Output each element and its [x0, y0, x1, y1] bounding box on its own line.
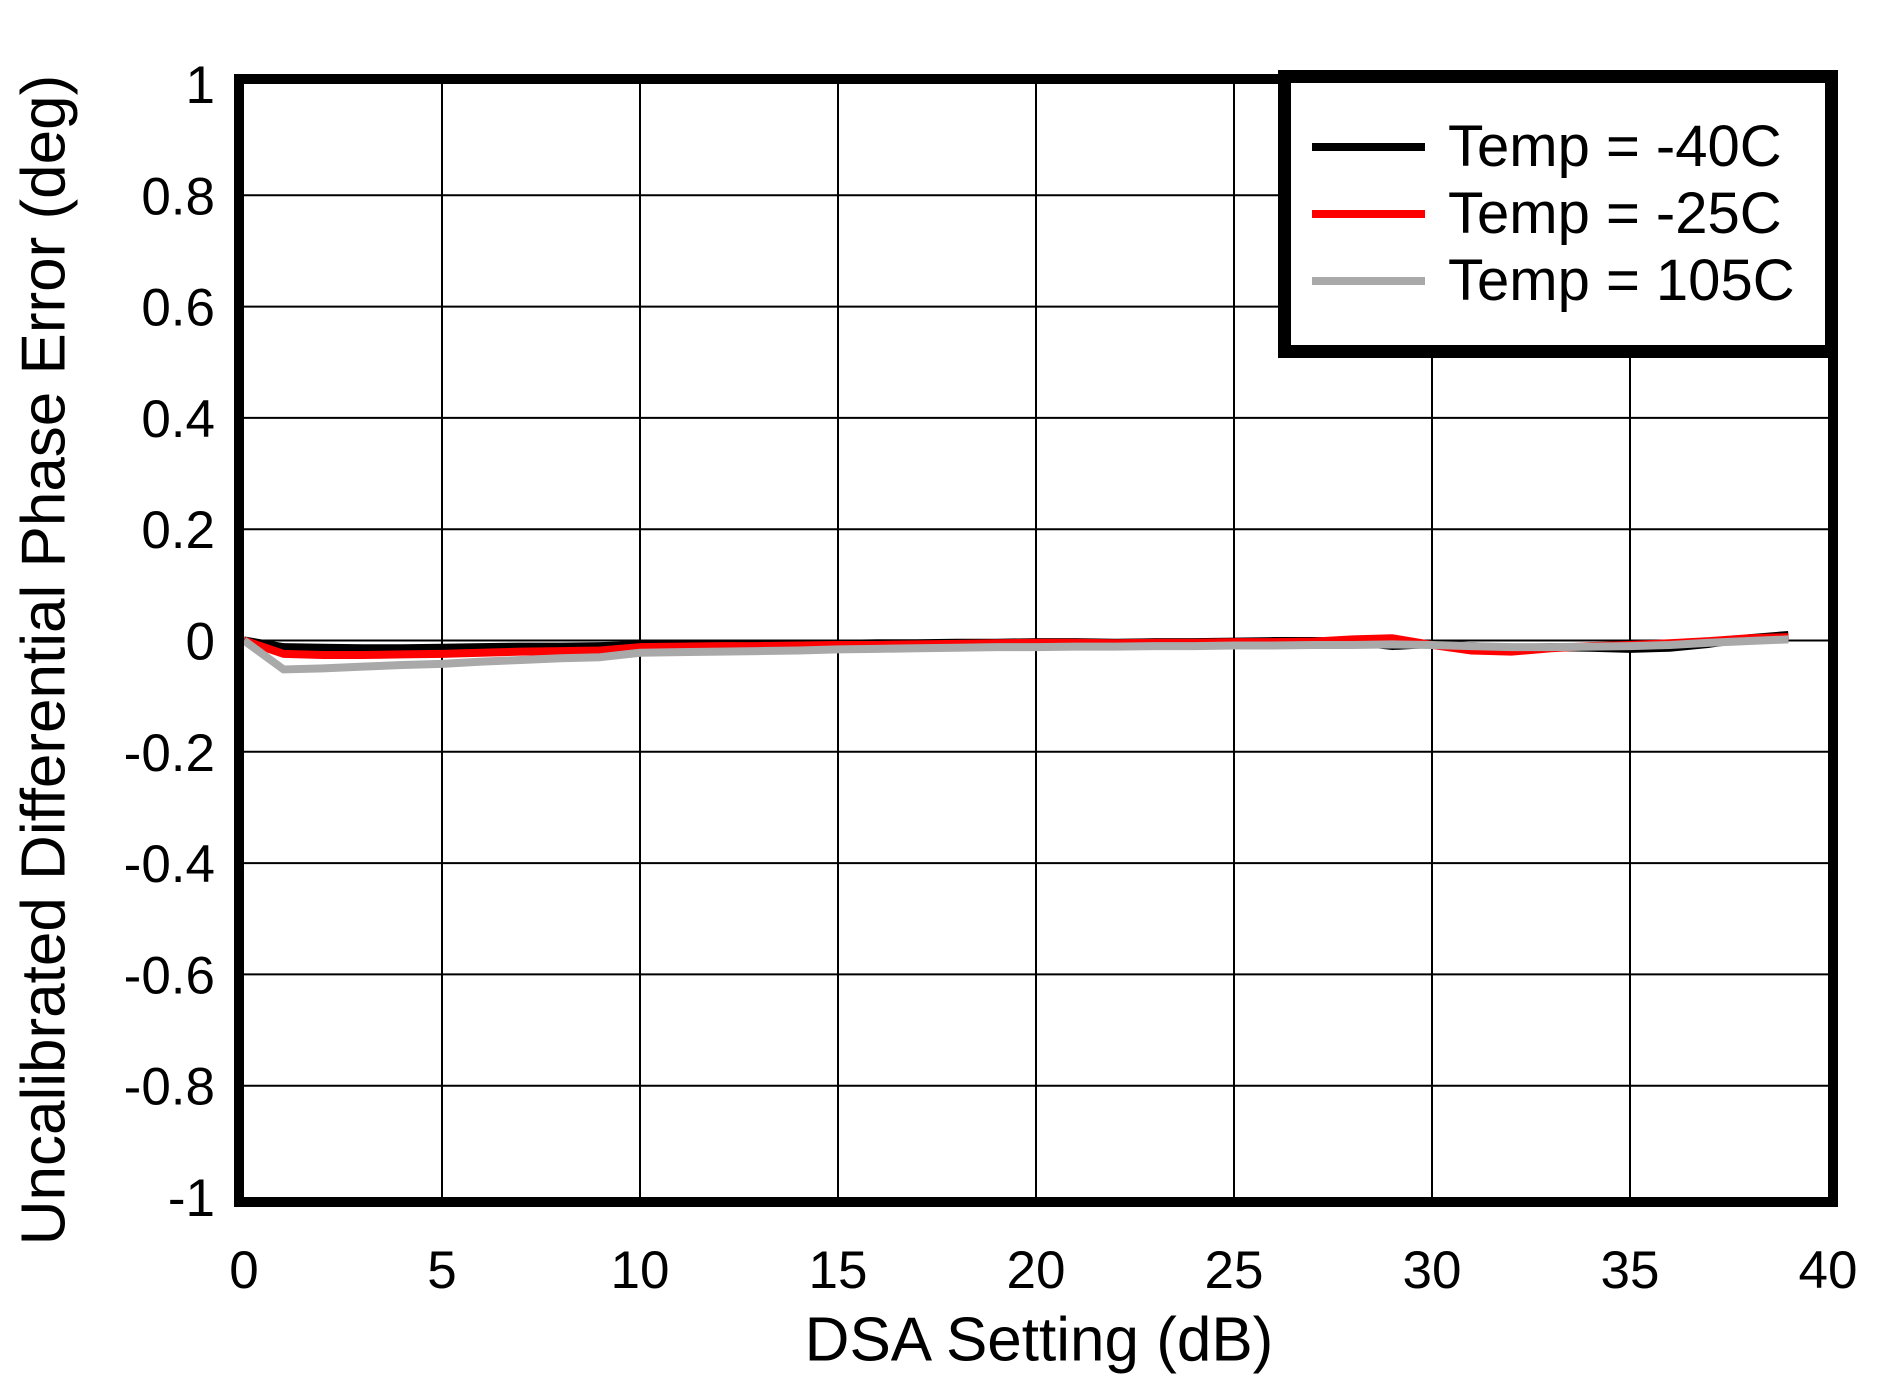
y-tick-label: 0.6 — [141, 279, 215, 338]
legend-line-swatch-gray — [1312, 276, 1425, 285]
legend: Temp = -40C Temp = -25C Temp = 105C — [1278, 70, 1838, 358]
legend-label: Temp = 105C — [1448, 248, 1795, 313]
y-tick-label: 0.2 — [141, 501, 215, 560]
series-line-3 — [241, 635, 1789, 674]
x-tick-label: 5 — [427, 1241, 456, 1300]
legend-label: Temp = -25C — [1448, 181, 1782, 246]
x-tick-label: 20 — [1007, 1241, 1066, 1300]
y-tick-label: -1 — [168, 1169, 215, 1228]
y-axis-title: Uncalibrated Differential Phase Error (d… — [9, 74, 79, 1246]
y-tick-label: 0.4 — [141, 390, 215, 449]
legend-label: Temp = -40C — [1448, 114, 1782, 179]
x-tick-label: 25 — [1205, 1241, 1264, 1300]
y-tick-label: -0.8 — [124, 1058, 215, 1117]
legend-item-temp-minus40: Temp = -40C — [1291, 113, 1825, 180]
y-tick-label: 1 — [186, 56, 215, 115]
legend-item-temp-minus25: Temp = -25C — [1291, 180, 1825, 247]
plot-frame — [234, 74, 1838, 1207]
y-tick-label: 0.8 — [141, 167, 215, 226]
x-tick-label: 35 — [1601, 1241, 1660, 1300]
y-tick-label: -0.2 — [124, 724, 215, 783]
x-axis-title: DSA Setting (dB) — [804, 1305, 1274, 1375]
y-tick-label: 0 — [186, 613, 215, 672]
legend-item-temp-105: Temp = 105C — [1291, 247, 1825, 314]
x-tick-label: 30 — [1403, 1241, 1462, 1300]
legend-line-swatch-black — [1312, 142, 1425, 151]
legend-line-swatch-red — [1312, 209, 1425, 218]
y-tick-label: -0.6 — [124, 946, 215, 1005]
x-tick-label: 10 — [611, 1241, 670, 1300]
y-tick-label: -0.4 — [124, 835, 215, 894]
x-tick-label: 15 — [809, 1241, 868, 1300]
x-tick-label: 40 — [1799, 1241, 1858, 1300]
x-tick-label: 0 — [229, 1241, 258, 1300]
